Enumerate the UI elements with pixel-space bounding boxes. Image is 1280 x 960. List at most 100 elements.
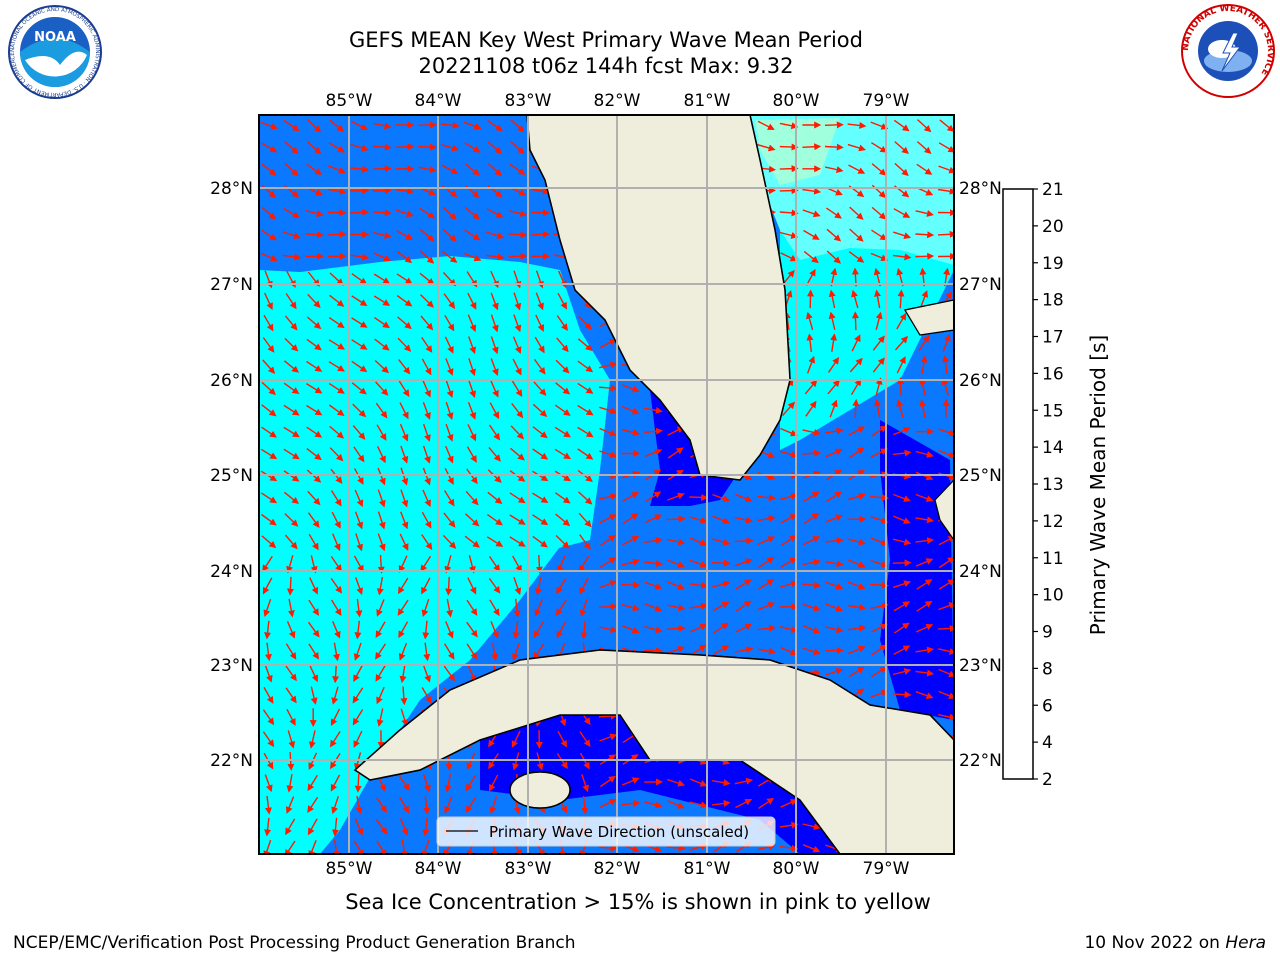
lon-label-bottom: 83°W — [505, 859, 552, 879]
wave-direction-arrow — [307, 796, 319, 813]
wave-direction-arrow — [734, 646, 754, 654]
wave-direction-arrow — [374, 338, 390, 351]
wave-direction-arrow — [376, 796, 387, 813]
lon-label-top: 82°W — [594, 91, 641, 111]
wave-direction-arrow — [600, 535, 616, 547]
wave-direction-arrow — [422, 380, 431, 398]
wave-direction-arrow — [508, 210, 528, 217]
wave-direction-arrow — [735, 799, 753, 809]
wave-direction-arrow — [351, 273, 368, 285]
wave-direction-arrow — [581, 774, 589, 793]
wave-direction-arrow — [283, 382, 300, 395]
wave-direction-arrow — [264, 817, 272, 837]
wave-direction-arrow — [262, 709, 275, 726]
wave-direction-arrow — [263, 292, 273, 311]
lat-label-right: 26°N — [959, 371, 1002, 391]
lon-label-top: 80°W — [773, 91, 820, 111]
wave-direction-arrow — [396, 229, 414, 240]
wave-direction-arrow — [893, 515, 911, 524]
map-legend: Primary Wave Direction (unscaled) — [436, 816, 776, 847]
wave-direction-arrow — [915, 537, 935, 545]
wave-direction-arrow — [712, 493, 731, 502]
wave-direction-arrow — [489, 774, 499, 792]
wave-direction-arrow — [937, 230, 954, 238]
wave-direction-arrow — [397, 599, 409, 616]
wave-direction-arrow — [734, 493, 753, 502]
wave-direction-arrow — [444, 643, 455, 660]
wave-direction-arrow — [805, 400, 817, 417]
wave-direction-arrow — [894, 162, 909, 177]
wave-direction-arrow — [779, 492, 799, 501]
wave-direction-arrow — [421, 511, 432, 529]
wave-direction-arrow — [533, 358, 546, 375]
wave-direction-arrow — [805, 311, 814, 330]
wave-direction-arrow — [352, 687, 364, 704]
wave-direction-arrow — [329, 425, 345, 439]
wave-direction-arrow — [355, 577, 363, 596]
wave-direction-arrow — [375, 818, 388, 835]
wave-direction-arrow — [916, 163, 933, 175]
wave-direction-arrow — [938, 165, 954, 174]
wave-direction-arrow — [377, 511, 386, 530]
wave-direction-arrow — [535, 576, 542, 596]
wave-direction-arrow — [285, 796, 295, 814]
lat-labels-right: 28°N 27°N 26°N 25°N 24°N 23°N 22°N — [959, 179, 1002, 771]
wave-direction-arrow — [735, 623, 753, 633]
lon-label-top: 81°W — [684, 91, 731, 111]
wave-direction-arrow — [577, 426, 594, 438]
wave-direction-arrow — [350, 208, 370, 216]
wave-direction-arrow — [396, 250, 413, 264]
wave-direction-arrow — [443, 512, 456, 528]
wave-direction-arrow — [282, 253, 302, 261]
wave-direction-arrow — [375, 381, 389, 396]
wave-direction-arrow — [870, 602, 889, 610]
wave-direction-arrow — [666, 844, 686, 852]
wave-direction-arrow — [780, 799, 798, 808]
wave-direction-arrow — [372, 209, 392, 217]
wave-direction-arrow — [757, 602, 776, 611]
wave-direction-arrow — [421, 358, 432, 376]
wave-direction-arrow — [330, 577, 343, 594]
wave-direction-arrow — [599, 514, 617, 524]
wave-direction-arrow — [265, 642, 272, 662]
wave-direction-arrow — [400, 686, 408, 706]
wave-direction-arrow — [870, 559, 889, 568]
wave-direction-arrow — [465, 796, 477, 813]
wave-direction-arrow — [712, 515, 730, 524]
wave-direction-arrow — [847, 121, 867, 129]
wave-direction-arrow — [263, 839, 272, 854]
colorbar-tick-label: 11 — [1042, 549, 1064, 569]
wave-direction-arrow — [915, 450, 934, 458]
cyan-zone-gulf — [259, 256, 610, 854]
wave-direction-arrow — [283, 360, 299, 373]
wave-direction-arrow — [535, 292, 544, 311]
wave-direction-arrow — [376, 708, 384, 727]
wave-direction-arrow — [262, 359, 276, 374]
wave-direction-arrow — [377, 554, 385, 574]
wave-direction-arrow — [757, 624, 776, 632]
wave-direction-arrow — [577, 338, 593, 352]
wave-direction-arrow — [599, 580, 618, 589]
wave-direction-arrow — [260, 252, 278, 262]
wave-direction-arrow — [467, 314, 477, 333]
wave-direction-arrow — [260, 448, 278, 460]
wave-direction-arrow — [894, 141, 909, 155]
wave-direction-arrow — [805, 268, 816, 286]
wave-direction-arrow — [556, 577, 567, 595]
wave-direction-arrow — [824, 560, 844, 568]
wave-direction-arrow — [871, 229, 888, 241]
wave-direction-arrow — [644, 581, 663, 590]
wave-direction-arrow — [286, 576, 294, 596]
wave-direction-arrow — [848, 164, 866, 174]
wave-direction-arrow — [802, 603, 821, 612]
map-frame — [258, 114, 955, 855]
wave-direction-arrow — [418, 121, 437, 129]
wave-direction-arrow — [329, 272, 344, 286]
wave-direction-arrow — [779, 231, 799, 239]
bahamas-grand-bahama-overlay — [904, 299, 954, 336]
wave-direction-arrow — [306, 141, 322, 155]
wave-direction-arrow — [398, 380, 410, 397]
wave-direction-arrow — [667, 559, 685, 568]
wave-direction-arrow — [599, 427, 617, 437]
wave-direction-arrow — [333, 642, 340, 662]
